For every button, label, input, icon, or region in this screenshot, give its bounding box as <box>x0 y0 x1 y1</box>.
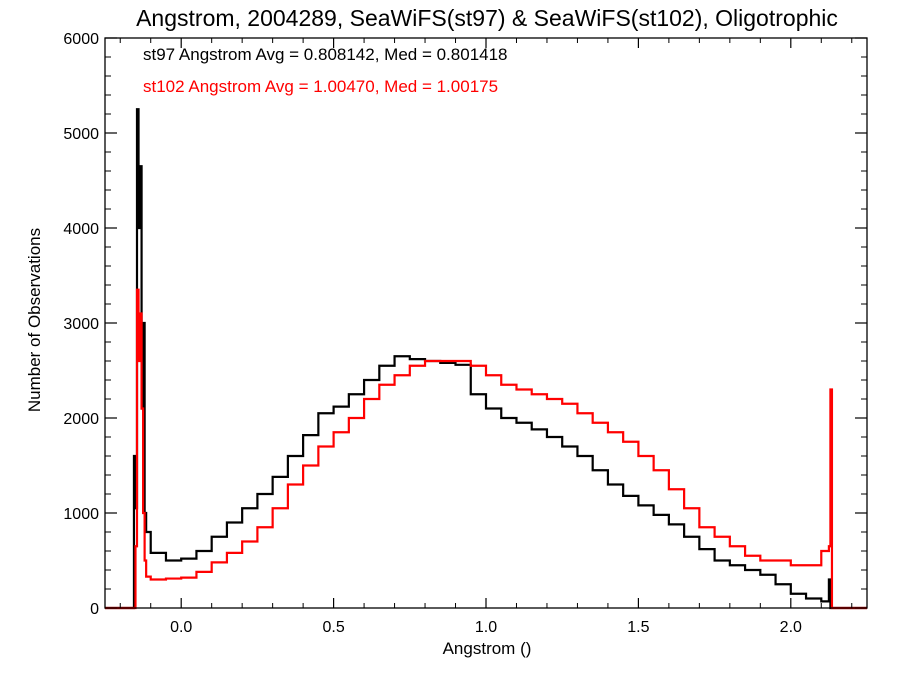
y-tick-label: 0 <box>90 601 99 618</box>
y-tick-label: 1000 <box>63 506 99 523</box>
chart-title: Angstrom, 2004289, SeaWiFS(st97) & SeaWi… <box>136 5 838 31</box>
series-line-2 <box>105 288 867 610</box>
x-tick-label: 0.5 <box>322 619 344 636</box>
ticks-layer: 0.0 0.5 1.0 1.5 2.0 0 1000 2000 3000 4000 5000 6000 <box>63 31 867 636</box>
plot-frame <box>104 37 868 609</box>
x-tick-label: 1.5 <box>627 619 649 636</box>
y-tick-label: 6000 <box>63 31 99 48</box>
x-tick-label: 1.0 <box>475 619 497 636</box>
x-axis-label: Angstrom () <box>443 639 532 658</box>
y-tick-label: 3000 <box>63 316 99 333</box>
series-line-1 <box>105 108 867 610</box>
y-tick-label: 5000 <box>63 126 99 143</box>
series-layer <box>105 108 867 610</box>
legend-annotation-st97: st97 Angstrom Avg = 0.808142, Med = 0.80… <box>143 45 508 64</box>
legend-annotation-st102: st102 Angstrom Avg = 1.00470, Med = 1.00… <box>143 77 498 96</box>
x-tick-label: 2.0 <box>780 619 802 636</box>
y-axis-label: Number of Observations <box>25 228 44 412</box>
y-tick-label: 2000 <box>63 411 99 428</box>
y-tick-label: 4000 <box>63 221 99 238</box>
x-tick-label: 0.0 <box>170 619 192 636</box>
